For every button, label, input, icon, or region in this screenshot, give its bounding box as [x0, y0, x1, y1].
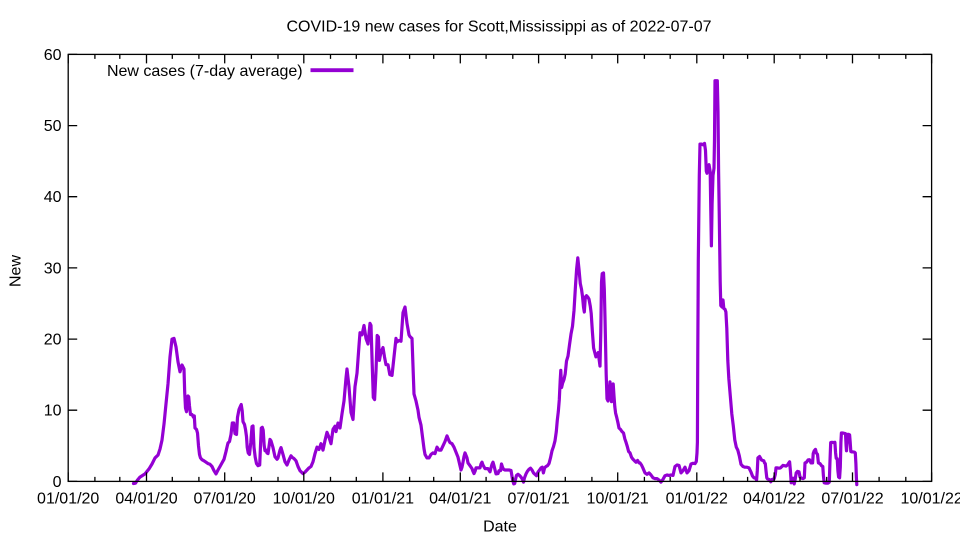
- svg-text:04/01/20: 04/01/20: [115, 491, 177, 508]
- svg-text:01/01/22: 01/01/22: [666, 491, 728, 508]
- svg-text:04/01/22: 04/01/22: [743, 491, 805, 508]
- svg-text:04/01/21: 04/01/21: [429, 491, 491, 508]
- svg-text:50: 50: [44, 118, 62, 135]
- svg-text:10: 10: [44, 403, 62, 420]
- svg-text:10/01/20: 10/01/20: [273, 491, 335, 508]
- svg-text:New cases (7-day average): New cases (7-day average): [107, 63, 303, 80]
- svg-text:New: New: [8, 255, 25, 287]
- svg-text:Date: Date: [483, 519, 517, 536]
- svg-text:COVID-19 new cases for Scott,M: COVID-19 new cases for Scott,Mississippi…: [286, 19, 711, 36]
- svg-text:10/01/22: 10/01/22: [900, 491, 960, 508]
- svg-text:0: 0: [53, 474, 62, 491]
- svg-text:60: 60: [44, 47, 62, 64]
- svg-text:30: 30: [44, 260, 62, 277]
- svg-text:07/01/20: 07/01/20: [194, 491, 256, 508]
- svg-text:07/01/22: 07/01/22: [821, 491, 883, 508]
- svg-text:07/01/21: 07/01/21: [507, 491, 569, 508]
- svg-text:01/01/21: 01/01/21: [352, 491, 414, 508]
- svg-text:20: 20: [44, 332, 62, 349]
- svg-text:01/01/20: 01/01/20: [37, 491, 99, 508]
- svg-text:40: 40: [44, 189, 62, 206]
- svg-text:10/01/21: 10/01/21: [587, 491, 649, 508]
